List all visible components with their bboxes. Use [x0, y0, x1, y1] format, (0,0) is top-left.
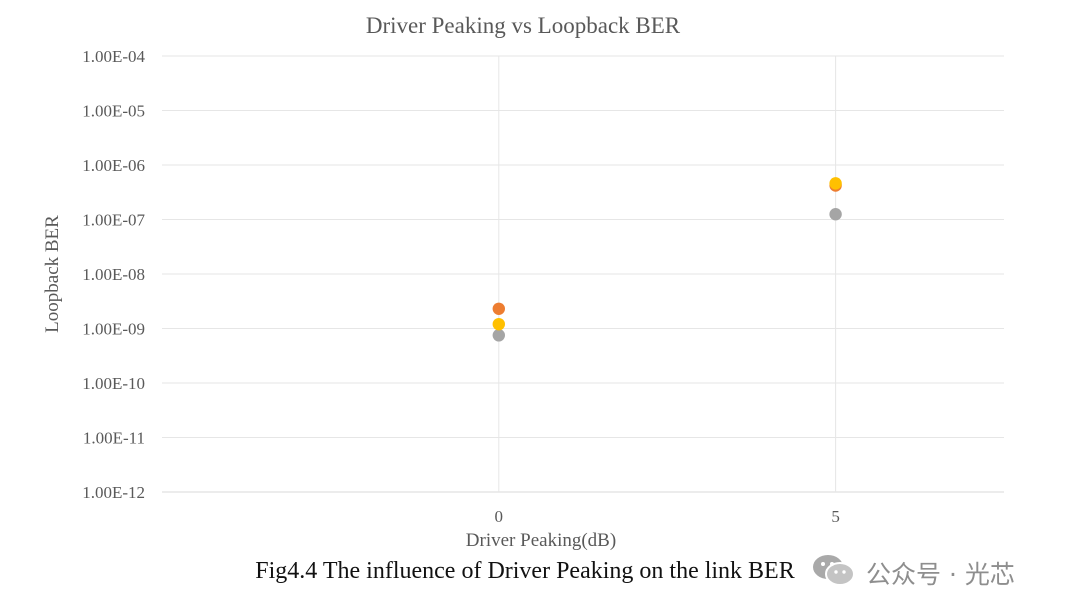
y-tick-label: 1.00E-09	[82, 320, 145, 339]
y-axis-label: Loopback BER	[42, 215, 63, 333]
data-point-series-3	[492, 317, 505, 331]
y-tick-label: 1.00E-07	[82, 211, 145, 230]
chart-title: Driver Peaking vs Loopback BER	[366, 13, 681, 38]
y-tick-label: 1.00E-04	[82, 47, 145, 66]
watermark: 公众号 · 光芯	[812, 553, 1015, 593]
y-tick-label: 1.00E-10	[82, 374, 145, 393]
data-point-series-2	[492, 329, 505, 342]
data-point-series-3	[829, 177, 842, 190]
watermark-text: 公众号 · 光芯	[866, 560, 1015, 589]
x-tick-label: 5	[831, 507, 840, 526]
x-axis-label: Driver Peaking(dB)	[466, 530, 616, 551]
x-tick-label: 0	[495, 507, 504, 526]
grid	[162, 55, 1004, 493]
y-tick-label: 1.00E-05	[82, 102, 145, 121]
data-points	[492, 177, 842, 342]
y-axis-ticks: 1.00E-04 1.00E-05 1.00E-06 1.00E-07 1.00E-08…	[82, 47, 145, 502]
y-tick-label: 1.00E-11	[83, 429, 145, 448]
data-point-series-1	[492, 302, 505, 315]
y-tick-label: 1.00E-06	[82, 156, 145, 175]
y-tick-label: 1.00E-12	[82, 483, 145, 502]
wechat-icon	[812, 553, 856, 593]
y-tick-label: 1.00E-08	[82, 265, 145, 284]
figure-caption: Fig4.4 The influence of Driver Peaking o…	[255, 558, 795, 584]
data-point-series-2	[829, 208, 842, 221]
